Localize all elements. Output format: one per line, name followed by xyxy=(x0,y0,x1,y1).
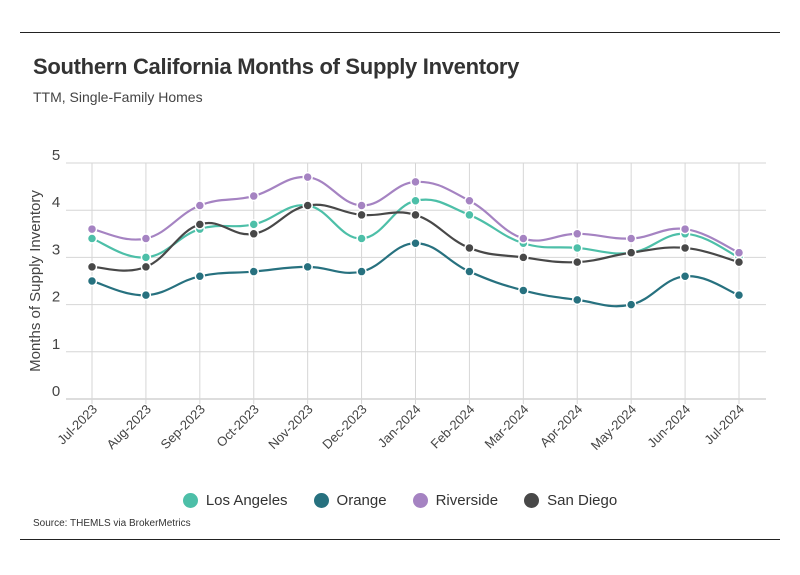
legend-swatch xyxy=(524,493,540,508)
data-point-riverside xyxy=(625,233,637,244)
legend-label: Los Angeles xyxy=(205,492,288,509)
y-tick-label: 3 xyxy=(52,241,60,258)
legend-item-los-angeles: Los Angeles xyxy=(182,492,288,509)
data-point-orange xyxy=(464,266,475,277)
legend-label: Riverside xyxy=(435,492,499,509)
data-point-los-angeles xyxy=(410,195,421,207)
legend-item-san-diego: San Diego xyxy=(524,492,617,509)
data-point-riverside xyxy=(733,247,745,258)
source-note: Source: THEMLS via BrokerMetrics xyxy=(33,518,191,529)
y-axis-label: Months of Supply Inventory xyxy=(27,190,44,372)
data-point-san-diego xyxy=(733,256,745,268)
top-rule xyxy=(20,32,780,33)
bottom-rule xyxy=(20,539,780,540)
data-point-san-diego xyxy=(194,219,206,230)
x-tick-label: Dec-2023 xyxy=(319,402,369,452)
data-point-orange xyxy=(248,266,259,277)
data-point-los-angeles xyxy=(86,233,98,244)
data-point-san-diego xyxy=(518,252,529,263)
data-point-san-diego xyxy=(572,256,583,268)
x-tick-label: May-2024 xyxy=(588,402,639,453)
x-tick-label: Oct-2023 xyxy=(213,402,261,450)
y-tick-label: 0 xyxy=(52,383,60,400)
x-tick-label: Aug-2023 xyxy=(104,402,154,452)
data-point-orange xyxy=(625,299,637,310)
y-tick-label: 1 xyxy=(52,336,60,353)
data-point-san-diego xyxy=(679,242,691,254)
data-point-san-diego xyxy=(625,247,637,258)
data-point-orange xyxy=(86,275,98,287)
x-tick-label: Nov-2023 xyxy=(265,402,315,452)
data-point-orange xyxy=(194,271,206,282)
legend-label: San Diego xyxy=(547,492,618,509)
legend-item-orange: Orange xyxy=(313,492,387,509)
data-point-orange xyxy=(572,294,583,306)
x-tick-label: Feb-2024 xyxy=(428,402,478,452)
chart-legend: Los Angeles Orange Riverside San Diego xyxy=(0,492,800,509)
data-point-orange xyxy=(733,289,745,301)
data-point-orange xyxy=(410,237,421,249)
data-point-los-angeles xyxy=(140,252,152,263)
data-point-riverside xyxy=(194,200,206,211)
data-point-san-diego xyxy=(248,228,259,240)
data-point-riverside xyxy=(410,176,421,188)
data-point-riverside xyxy=(356,200,367,211)
data-point-san-diego xyxy=(356,209,367,221)
data-point-san-diego xyxy=(86,261,98,273)
legend-item-riverside: Riverside xyxy=(412,492,499,509)
x-tick-label: Jan-2024 xyxy=(375,402,424,451)
x-tick-label: Sep-2023 xyxy=(157,402,207,452)
data-point-orange xyxy=(302,261,313,273)
chart-subtitle: TTM, Single-Family Homes xyxy=(33,89,203,105)
data-point-orange xyxy=(356,266,367,277)
y-tick-label: 5 xyxy=(52,147,60,164)
legend-swatch xyxy=(182,493,198,508)
data-point-riverside xyxy=(140,233,152,244)
data-point-san-diego xyxy=(140,261,152,273)
data-point-riverside xyxy=(572,228,583,240)
data-point-riverside xyxy=(464,195,475,207)
x-tick-label: Mar-2024 xyxy=(482,402,532,452)
data-point-riverside xyxy=(302,171,313,183)
data-point-riverside xyxy=(248,190,259,202)
chart-title: Southern California Months of Supply Inv… xyxy=(33,54,520,79)
data-point-los-angeles xyxy=(248,219,259,230)
y-tick-label: 4 xyxy=(52,194,60,211)
data-point-orange xyxy=(518,285,529,296)
x-tick-label: Apr-2024 xyxy=(537,402,585,450)
data-point-riverside xyxy=(679,223,691,235)
data-point-los-angeles xyxy=(356,233,367,244)
legend-swatch xyxy=(313,493,329,508)
legend-swatch xyxy=(412,493,428,508)
x-tick-label: Jul-2024 xyxy=(701,402,747,448)
x-tick-label: Jun-2024 xyxy=(644,402,693,451)
x-tick-label: Jul-2023 xyxy=(54,402,100,448)
data-point-san-diego xyxy=(302,200,313,211)
data-point-los-angeles xyxy=(572,242,583,254)
data-point-orange xyxy=(140,289,152,301)
y-tick-label: 2 xyxy=(52,289,60,306)
data-point-san-diego xyxy=(464,242,475,254)
legend-label: Orange xyxy=(336,492,387,509)
data-point-riverside xyxy=(86,223,98,235)
data-point-orange xyxy=(679,271,691,282)
data-point-riverside xyxy=(518,233,529,244)
data-point-los-angeles xyxy=(464,209,475,221)
data-point-san-diego xyxy=(410,209,421,221)
